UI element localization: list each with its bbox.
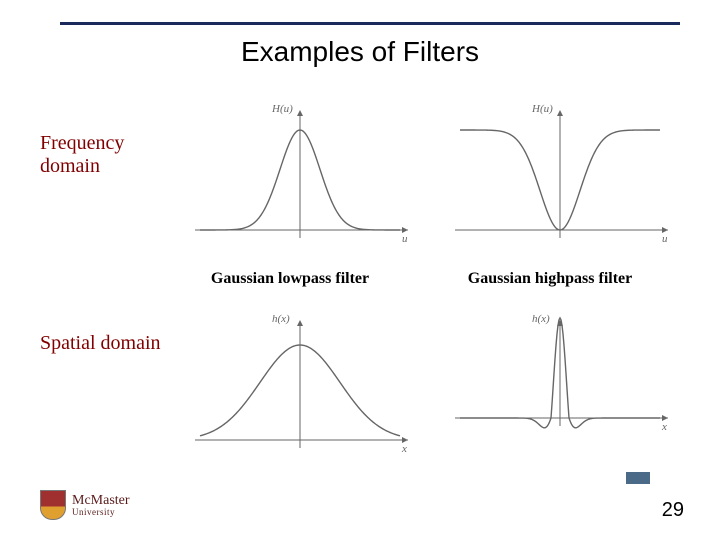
university-name: McMaster (72, 494, 130, 508)
row-label-frequency: Frequency domain (40, 132, 180, 178)
svg-text:u: u (402, 233, 408, 245)
chart-spatial-highpass: h(x) x (440, 310, 680, 460)
svg-text:x: x (401, 443, 407, 455)
logo-text: McMaster University (72, 494, 130, 517)
university-logo: McMaster University (40, 490, 130, 520)
svg-text:H(u): H(u) (271, 103, 293, 115)
university-sub: University (72, 508, 130, 517)
page-title: Examples of Filters (0, 36, 720, 68)
caption-highpass: Gaussian highpass filter (430, 270, 670, 288)
svg-text:h(x): h(x) (272, 313, 290, 325)
svg-text:u: u (662, 233, 668, 245)
header-rule (60, 22, 680, 25)
crest-icon (40, 490, 66, 520)
svg-text:H(u): H(u) (531, 103, 553, 115)
page-number: 29 (662, 499, 684, 522)
row-label-spatial: Spatial domain (40, 332, 180, 355)
corner-block (626, 472, 650, 484)
svg-text:h(x): h(x) (532, 313, 550, 325)
chart-frequency-highpass: H(u) u (440, 100, 680, 250)
chart-spatial-lowpass: h(x) x (180, 310, 420, 460)
svg-text:x: x (661, 421, 667, 433)
chart-frequency-lowpass: H(u) u (180, 100, 420, 250)
caption-lowpass: Gaussian lowpass filter (170, 270, 410, 288)
